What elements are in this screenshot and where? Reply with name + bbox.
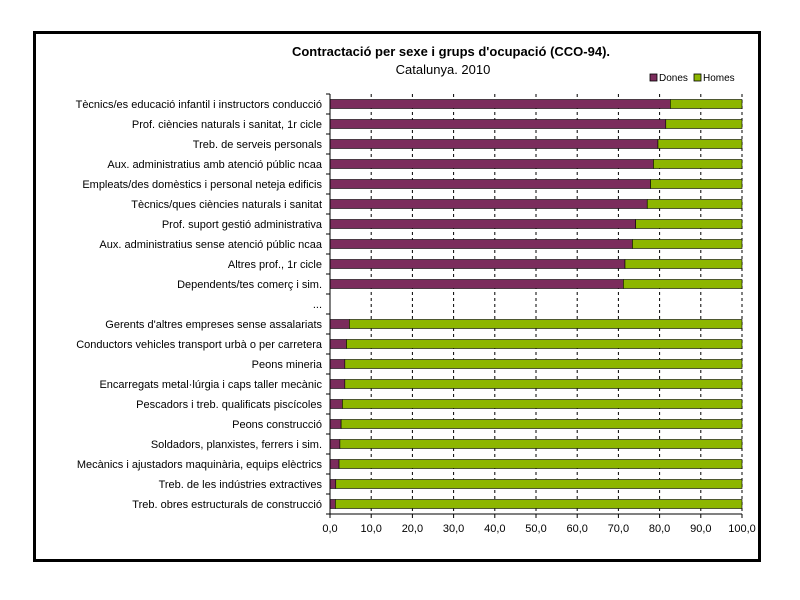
bar-homes: [349, 319, 743, 329]
category-label: Gerents d'altres empreses sense assalari…: [105, 319, 322, 331]
bar-homes: [653, 159, 743, 169]
category-label: Conductors vehicles transport urbà o per…: [76, 339, 323, 351]
category-label: Aux. administratius amb atenció públic n…: [107, 159, 322, 171]
x-tick-label: 100,0: [728, 523, 756, 535]
bar-dones: [329, 199, 648, 209]
category-label: Treb. obres estructurals de construcció: [132, 499, 322, 511]
category-label: Tècnics/es educació infantil i instructo…: [76, 99, 322, 111]
bar-dones: [329, 419, 342, 429]
x-tick-label: 80,0: [649, 523, 670, 535]
bar-dones: [329, 379, 346, 389]
x-tick-label: 90,0: [690, 523, 711, 535]
bar-dones: [329, 239, 633, 249]
bar-dones: [329, 179, 651, 189]
category-label: Treb. de serveis personals: [193, 139, 323, 151]
category-label: Peons construcció: [232, 419, 322, 431]
category-label: Empleats/des domèstics i personal neteja…: [82, 179, 322, 191]
bar-homes: [340, 419, 743, 429]
chart-title: Contractació per sexe i grups d'ocupació…: [292, 44, 610, 59]
category-label: Mecànics i ajustadors maquinària, equips…: [77, 459, 323, 471]
bar-dones: [329, 119, 667, 129]
bar-dones: [329, 479, 337, 489]
bar-dones: [329, 319, 350, 329]
x-tick-label: 50,0: [525, 523, 546, 535]
bar-dones: [329, 359, 346, 369]
x-tick-label: 10,0: [360, 523, 381, 535]
legend-label-dones: Dones: [659, 73, 688, 84]
legend-label-homes: Homes: [703, 73, 735, 84]
category-label: Prof. suport gestió administrativa: [162, 219, 323, 231]
bar-dones: [329, 399, 343, 409]
category-labels: Tècnics/es educació infantil i instructo…: [76, 99, 323, 511]
category-label: ...: [313, 299, 322, 311]
bar-dones: [329, 139, 659, 149]
bar-homes: [339, 439, 743, 449]
category-label: Altres prof., 1r cicle: [228, 259, 322, 271]
bar-homes: [657, 139, 743, 149]
category-label: Encarregats metal·lúrgia i caps taller m…: [99, 379, 322, 391]
bar-dones: [329, 259, 626, 269]
x-tick-label: 60,0: [566, 523, 587, 535]
bar-homes: [335, 499, 743, 509]
chart-subtitle: Catalunya. 2010: [396, 62, 491, 77]
axes: [326, 93, 743, 518]
bar-homes: [632, 239, 743, 249]
bar-dones: [329, 279, 624, 289]
bar-homes: [670, 99, 743, 109]
bars: [329, 99, 743, 509]
bar-homes: [342, 399, 743, 409]
gridlines: [370, 94, 743, 514]
x-tick-label: 70,0: [608, 523, 629, 535]
category-label: Treb. de les indústries extractives: [159, 479, 323, 491]
bar-dones: [329, 499, 336, 509]
bar-homes: [346, 339, 743, 349]
category-label: Aux. administratius sense atenció públic…: [99, 239, 322, 251]
bar-dones: [329, 339, 347, 349]
category-label: Peons mineria: [252, 359, 323, 371]
stacked-bar-chart: Contractació per sexe i grups d'ocupació…: [76, 44, 756, 535]
x-tick-label: 0,0: [322, 523, 337, 535]
x-tick-label: 30,0: [443, 523, 464, 535]
bar-homes: [344, 359, 743, 369]
bar-dones: [329, 219, 637, 229]
category-label: Dependents/tes comerç i sim.: [177, 279, 322, 291]
bar-homes: [624, 259, 743, 269]
bar-dones: [329, 99, 671, 109]
bar-homes: [344, 379, 743, 389]
category-label: Prof. ciències naturals i sanitat, 1r ci…: [132, 119, 322, 131]
bar-homes: [635, 219, 743, 229]
bar-homes: [335, 479, 743, 489]
category-label: Pescadors i treb. qualificats piscícoles: [136, 399, 322, 411]
bar-dones: [329, 159, 654, 169]
bar-dones: [329, 459, 340, 469]
legend: Dones Homes: [649, 73, 735, 84]
category-label: Soldadors, planxistes, ferrers i sim.: [151, 439, 322, 451]
bar-dones: [329, 439, 341, 449]
chart-frame: Contractació per sexe i grups d'ocupació…: [33, 31, 761, 562]
bar-homes: [338, 459, 743, 469]
x-tick-label: 40,0: [484, 523, 505, 535]
bar-homes: [646, 199, 743, 209]
bar-homes: [650, 179, 743, 189]
category-label: Tècnics/ques ciències naturals i sanitat: [131, 199, 322, 211]
legend-swatch-homes: [693, 73, 702, 82]
x-tick-label: 20,0: [402, 523, 423, 535]
bar-homes: [623, 279, 743, 289]
bar-homes: [665, 119, 743, 129]
legend-swatch-dones: [649, 73, 658, 82]
x-tick-labels: 0,0 10,0 20,0 30,0 40,0 50,0 60,0 70,0 80,0 90,0 1…: [322, 523, 755, 535]
